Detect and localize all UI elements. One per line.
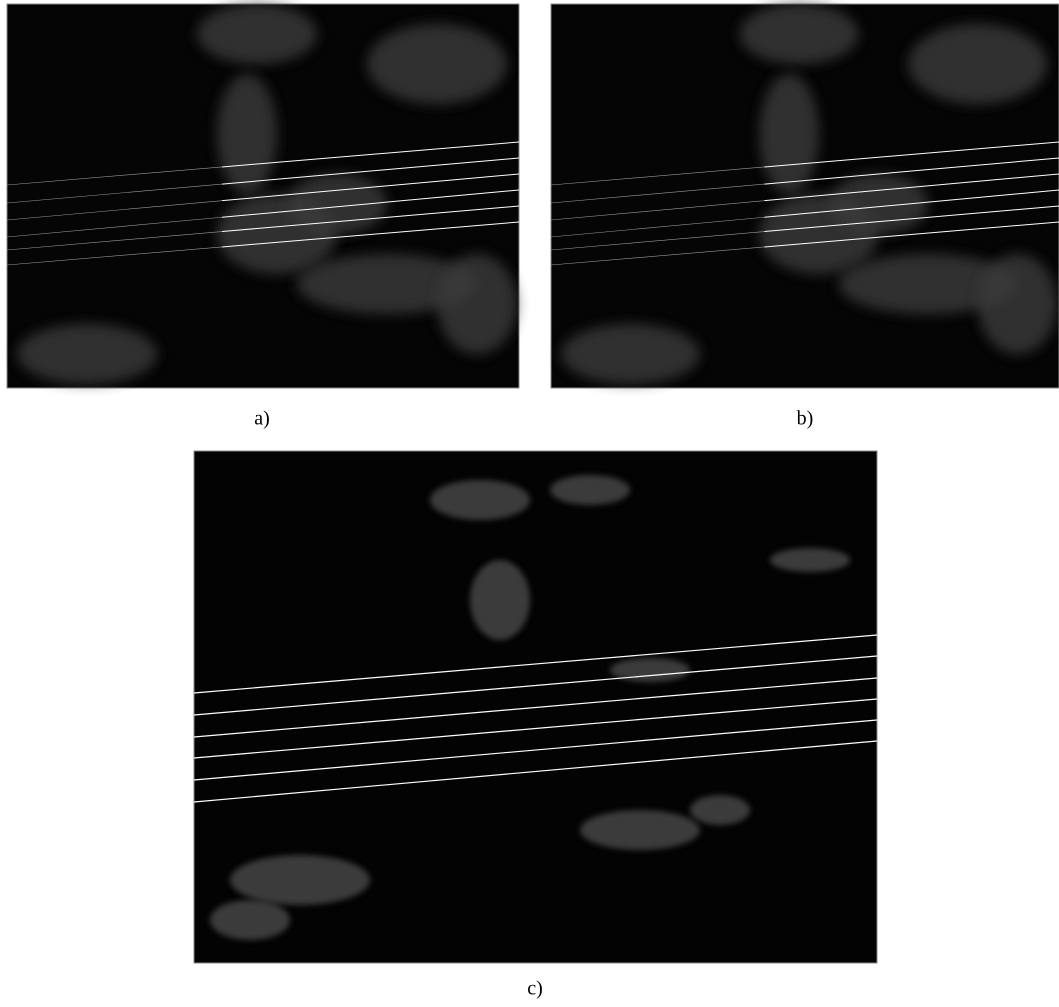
terrain-texture — [908, 24, 1047, 104]
terrain-texture — [197, 4, 317, 64]
terrain-texture — [740, 4, 859, 64]
terrain-texture — [550, 475, 630, 505]
panel-label: a) — [254, 408, 270, 430]
terrain-texture — [470, 560, 530, 640]
terrain-texture — [580, 810, 700, 850]
terrain-texture — [978, 254, 1057, 354]
terrain-texture — [561, 324, 700, 384]
terrain-texture — [17, 324, 157, 384]
panel-label: c) — [527, 978, 543, 1000]
terrain-texture — [217, 74, 277, 194]
panel-image — [551, 4, 1059, 388]
terrain-texture — [770, 548, 850, 572]
terrain-texture — [437, 254, 517, 354]
terrain-texture — [367, 24, 507, 104]
terrain-texture — [690, 795, 750, 825]
panel-image — [7, 4, 519, 388]
terrain-texture — [430, 480, 530, 520]
terrain-texture — [759, 74, 819, 194]
figure: a) b) c) — [0, 0, 1059, 1007]
panel-label: b) — [797, 408, 814, 430]
panel-image — [194, 451, 877, 963]
terrain-texture — [210, 900, 290, 940]
terrain-texture — [230, 855, 370, 905]
